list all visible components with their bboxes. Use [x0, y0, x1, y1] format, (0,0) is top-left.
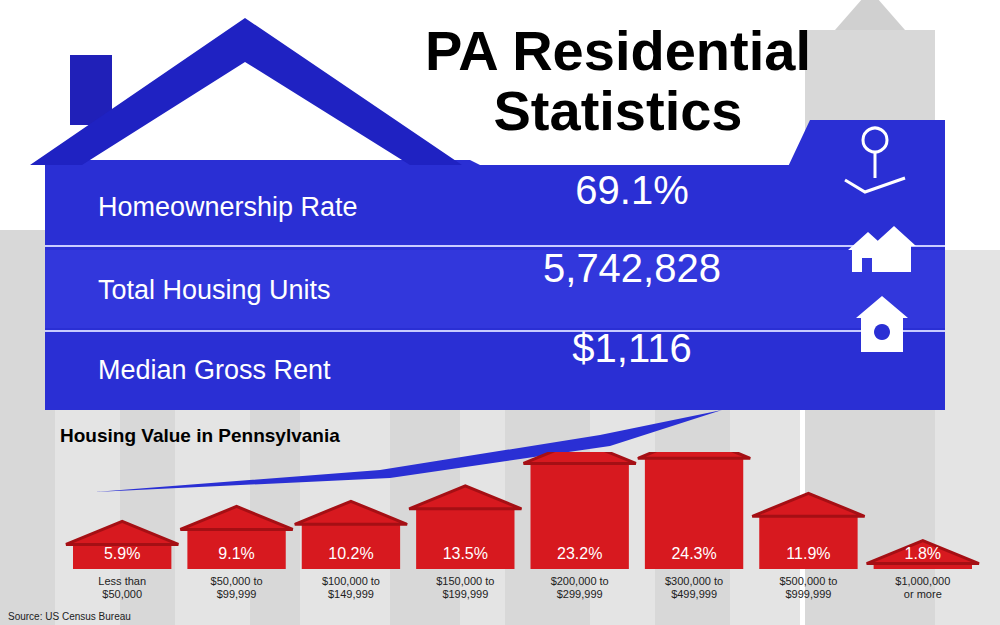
svg-text:$999,999: $999,999 — [785, 588, 831, 600]
svg-text:Statistics: Statistics — [494, 79, 743, 142]
svg-text:1.8%: 1.8% — [905, 545, 941, 562]
svg-text:PA Residential: PA Residential — [425, 19, 811, 82]
svg-text:$1,116: $1,116 — [572, 326, 691, 370]
svg-text:13.5%: 13.5% — [443, 545, 488, 562]
svg-text:or more: or more — [904, 588, 942, 600]
svg-text:$199,999: $199,999 — [442, 588, 488, 600]
svg-text:5.9%: 5.9% — [104, 545, 140, 562]
svg-text:$500,000 to: $500,000 to — [779, 575, 837, 587]
svg-text:$100,000 to: $100,000 to — [322, 575, 380, 587]
svg-text:Total Housing Units: Total Housing Units — [98, 275, 331, 305]
svg-text:$149,999: $149,999 — [328, 588, 374, 600]
svg-text:Housing Value in Pennsylvania: Housing Value in Pennsylvania — [60, 425, 340, 446]
svg-text:$50,000 to: $50,000 to — [211, 575, 263, 587]
svg-text:69.1%: 69.1% — [575, 168, 688, 212]
svg-text:23.2%: 23.2% — [557, 545, 602, 562]
svg-text:5,742,828: 5,742,828 — [543, 246, 721, 290]
svg-text:Homeownership Rate: Homeownership Rate — [98, 192, 358, 222]
svg-text:24.3%: 24.3% — [671, 545, 716, 562]
svg-text:Source: US Census Bureau: Source: US Census Bureau — [8, 611, 131, 622]
svg-text:$50,000: $50,000 — [102, 588, 142, 600]
svg-text:$299,999: $299,999 — [557, 588, 603, 600]
svg-text:Less than: Less than — [98, 575, 146, 587]
svg-text:11.9%: 11.9% — [786, 545, 830, 562]
svg-text:9.1%: 9.1% — [218, 545, 254, 562]
svg-text:$150,000 to: $150,000 to — [436, 575, 494, 587]
svg-text:$499,999: $499,999 — [671, 588, 717, 600]
svg-text:$300,000 to: $300,000 to — [665, 575, 723, 587]
svg-text:10.2%: 10.2% — [328, 545, 373, 562]
svg-text:$200,000 to: $200,000 to — [551, 575, 609, 587]
svg-text:$1,000,000: $1,000,000 — [895, 575, 950, 587]
svg-text:$99,999: $99,999 — [217, 588, 257, 600]
svg-text:Median Gross Rent: Median Gross Rent — [98, 355, 331, 385]
